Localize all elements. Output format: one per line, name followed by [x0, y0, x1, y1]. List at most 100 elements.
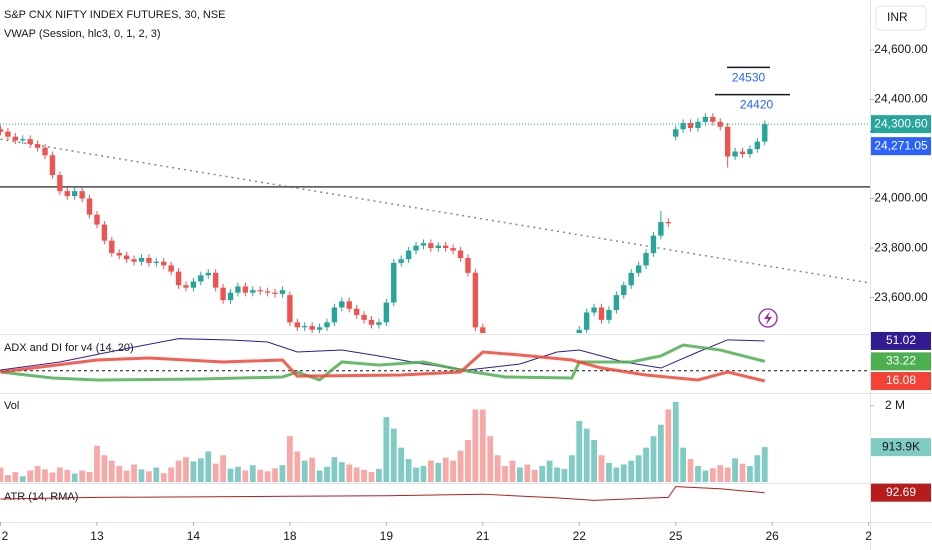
candle-body [5, 131, 11, 137]
indicator-line [0, 338, 765, 371]
volume-bar [695, 465, 701, 482]
volume-bar [71, 473, 78, 482]
volume-bar [398, 447, 405, 482]
volume-bar [309, 457, 316, 482]
candle-body [0, 129, 4, 132]
volume-bar [301, 460, 308, 482]
target-label: 24530 [732, 71, 766, 85]
indicator-title: VWAP (Session, hlc3, 0, 1, 2, 3) [4, 28, 161, 40]
candle-body [443, 245, 449, 249]
indicator-line [0, 350, 766, 383]
volume-bar [502, 465, 508, 482]
candle-body [361, 314, 367, 320]
x-tick-label: 2 [865, 529, 872, 543]
volume-bar [531, 469, 538, 482]
volume-bar [197, 458, 204, 482]
volume-bar [34, 465, 41, 482]
volume-bar [643, 447, 649, 482]
volume-bar [628, 460, 635, 482]
last-price-label: 24,300.60 [874, 116, 928, 130]
indicator-value-label: 92.69 [886, 485, 916, 499]
volume-bar [94, 445, 100, 482]
candle-body [643, 253, 649, 266]
candle-body [109, 240, 115, 254]
candle-body [628, 272, 634, 286]
candle-body [302, 326, 308, 328]
volume-bar [561, 469, 568, 482]
volume-bar [635, 455, 642, 482]
volume-bar [116, 465, 123, 482]
volume-bar [42, 469, 48, 482]
candle-body [198, 275, 204, 282]
candle-body [257, 290, 263, 292]
last-price-label-box [871, 115, 931, 134]
x-tick-label: 13 [90, 529, 104, 543]
candle-body [591, 307, 597, 313]
volume-bar [56, 467, 63, 482]
volume-bar [702, 470, 709, 482]
volume-bar [220, 455, 226, 482]
volume-bar [27, 470, 34, 482]
candle-body [146, 257, 152, 263]
volume-bar [286, 436, 293, 482]
volume-bar [442, 457, 449, 482]
candle-body [20, 139, 26, 141]
currency-box[interactable] [875, 5, 927, 31]
volume-bar [487, 436, 494, 482]
volume-bar [19, 476, 26, 482]
candle-body [57, 175, 63, 192]
volume-bar [331, 457, 338, 482]
candle-body [710, 116, 716, 122]
candle-body [472, 272, 479, 328]
alert-icon[interactable] [758, 308, 778, 328]
vwap-label-box [871, 137, 931, 156]
x-tick-label: 2 [2, 529, 9, 543]
currency-button[interactable]: INR [875, 5, 927, 31]
volume-bar [212, 463, 219, 482]
candle-body [324, 322, 330, 328]
candle-body [465, 257, 471, 273]
candle-body [420, 243, 427, 246]
candle-body [435, 245, 441, 249]
candle-body [220, 287, 226, 301]
volume-bar [657, 424, 664, 482]
volume-bar [754, 455, 761, 482]
candle-body [391, 262, 397, 303]
candle-body [131, 259, 137, 262]
volume-bar [257, 469, 264, 482]
volume-bar [235, 466, 241, 482]
candle-body [405, 250, 412, 260]
volume-bar [427, 460, 434, 482]
candle-body [287, 295, 293, 323]
candle-body [762, 124, 768, 142]
candle-body [94, 214, 100, 225]
volume-bar [494, 455, 501, 482]
candle-body [687, 123, 694, 129]
y-tick-label: 23,600.00 [874, 290, 928, 304]
candle-body [42, 147, 48, 156]
candle-body [747, 149, 753, 154]
volume-bar [227, 468, 234, 482]
candle-body [49, 155, 56, 176]
x-tick-label: 22 [573, 529, 587, 543]
currency[interactable]: INR [887, 10, 908, 24]
candle-body [673, 129, 679, 137]
candle-body [376, 322, 382, 325]
candle-body [235, 286, 241, 293]
volume-bar [49, 472, 56, 482]
candle-body [457, 250, 464, 258]
volume-value-label-box [871, 438, 931, 457]
alert-bolt[interactable] [764, 311, 772, 325]
x-tick-label: 26 [766, 529, 780, 543]
indicator-title: ATR (14, RMA) [4, 491, 78, 503]
volume-bar [242, 470, 249, 482]
volume-bar [606, 462, 612, 482]
volume-bar [361, 469, 367, 482]
candle-body [739, 151, 746, 154]
candle-body [212, 272, 219, 288]
candle-body [680, 123, 686, 130]
candle-body [353, 308, 360, 315]
volume-bar [279, 465, 286, 482]
overlay: 23,600.0023,800.0024,000.0024,200.0024,4… [0, 42, 931, 543]
